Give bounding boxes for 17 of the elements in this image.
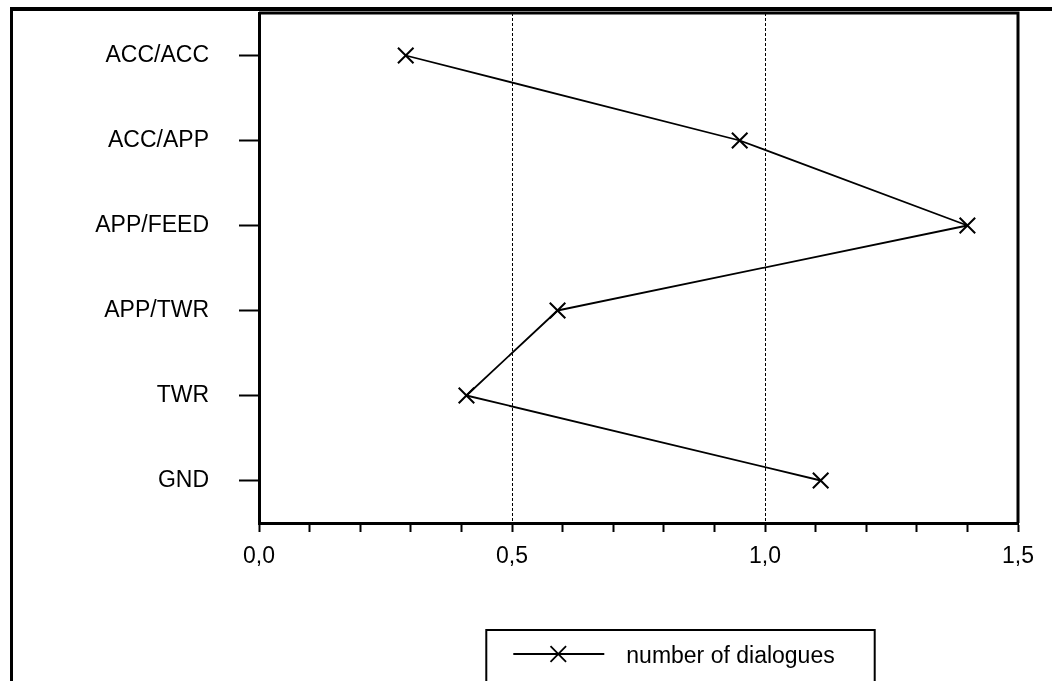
y-tick-label: TWR — [156, 380, 209, 407]
legend-label: number of dialogues — [626, 642, 835, 668]
x-tick-label: 0,0 — [243, 542, 275, 569]
y-tick-label: ACC/APP — [108, 125, 209, 152]
point — [730, 131, 749, 150]
y-tick-label: ACC/ACC — [105, 40, 209, 67]
x-tick-label: 0,5 — [496, 542, 528, 569]
y-tick-label: APP/TWR — [104, 295, 209, 322]
point — [396, 46, 415, 65]
y-tick-label: GND — [157, 465, 209, 492]
x-tick-label: 1,0 — [749, 542, 781, 569]
point — [811, 471, 830, 490]
point — [457, 386, 476, 405]
point — [958, 216, 977, 235]
y-tick-label: APP/FEED — [95, 210, 209, 237]
point — [548, 301, 567, 320]
x-tick-label: 1,5 — [1002, 542, 1034, 569]
